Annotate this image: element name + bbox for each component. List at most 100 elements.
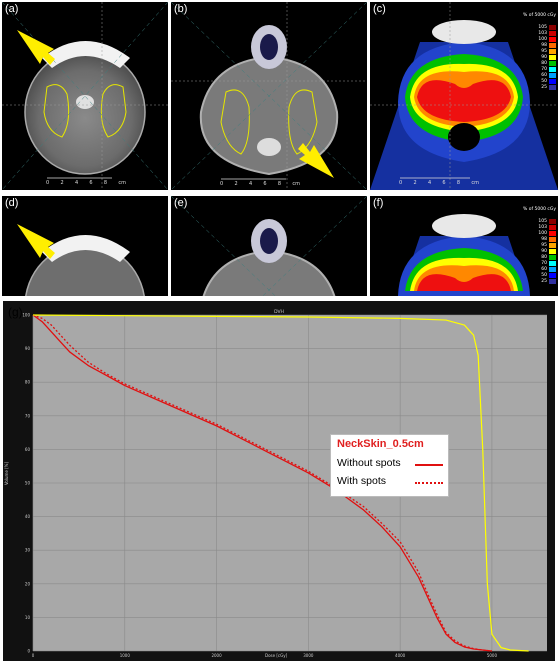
legend-with: With spots	[337, 475, 387, 487]
legend-row: 95	[538, 242, 556, 248]
y-tick-label: 80	[25, 380, 31, 385]
panel-b: (b) 0 2 4 6 8 cm	[171, 2, 367, 190]
legend-level: 100	[538, 230, 547, 236]
legend-row: 80	[538, 254, 556, 260]
legend-level: 105	[538, 218, 547, 224]
legend-row: 70	[538, 260, 556, 266]
x-tick-label: 1000	[120, 653, 131, 658]
legend-swatch	[549, 54, 556, 60]
panel-a: (a) 0 2 4 6 8 cm	[2, 2, 168, 190]
panel-label: (d)	[5, 197, 19, 209]
legend-level: 95	[541, 48, 547, 54]
x-axis-label: Dose [cGy]	[265, 653, 288, 658]
legend-swatch	[549, 30, 556, 36]
dvh-legend: NeckSkin_0.5cm Without spots With spots	[330, 434, 449, 497]
ct-slice-e	[171, 196, 367, 296]
legend-row: 98	[538, 236, 556, 242]
panel-e: (e)	[171, 196, 367, 296]
legend-row: 25	[538, 278, 556, 284]
legend-level: 98	[541, 42, 547, 48]
legend-line-solid	[415, 464, 443, 466]
arrow-icon	[298, 143, 334, 178]
panel-c: (c) % of 5000 cGy 105 103 100 98 95 90 80 70 60 5…	[370, 2, 558, 190]
legend-row: 90	[538, 248, 556, 254]
legend-swatch	[549, 224, 556, 230]
legend-level: 95	[541, 242, 547, 248]
legend-level: 25	[541, 278, 547, 284]
panel-label: (e)	[174, 197, 188, 209]
legend-row: 50	[538, 78, 556, 84]
legend-level: 60	[541, 72, 547, 78]
dvh-title: DVH	[274, 310, 284, 315]
legend-row: 50	[538, 272, 556, 278]
legend-level: 60	[541, 266, 547, 272]
y-tick-label: 70	[25, 413, 31, 418]
legend-level: 70	[541, 66, 547, 72]
dose-legend: % of 5000 cGy 105 103 100 98 95 90 80 70 60 50 25	[523, 207, 556, 284]
legend-row: 98	[538, 42, 556, 48]
y-tick-label: 90	[25, 346, 31, 351]
legend-level: 90	[541, 54, 547, 60]
legend-row: 103	[538, 30, 556, 36]
legend-row: 70	[538, 66, 556, 72]
legend-row: 90	[538, 54, 556, 60]
legend-level: 25	[541, 84, 547, 90]
panel-d: (d)	[2, 196, 168, 296]
legend-level: 98	[541, 236, 547, 242]
panel-label: (c)	[373, 3, 386, 15]
legend-swatch	[549, 36, 556, 42]
ct-slice-a	[2, 2, 168, 190]
legend-row: 100	[538, 36, 556, 42]
x-tick-label: 2000	[211, 653, 222, 658]
legend-row: 100	[538, 230, 556, 236]
y-tick-label: 10	[25, 615, 31, 620]
y-tick-label: 60	[25, 447, 31, 452]
legend-level: 90	[541, 248, 547, 254]
ct-slice-d	[17, 224, 145, 296]
arrow-icon	[17, 224, 55, 259]
legend-swatch	[549, 266, 556, 272]
legend-swatch	[549, 278, 556, 284]
panel-label: (f)	[373, 197, 384, 209]
y-axis-label: Volume [%]	[4, 461, 10, 486]
y-tick-label: 0	[27, 649, 30, 654]
legend-row: 80	[538, 60, 556, 66]
y-tick-label: 50	[25, 481, 31, 486]
legend-swatch	[549, 42, 556, 48]
legend-level: 50	[541, 272, 547, 278]
panel-label: (g)	[8, 305, 23, 319]
scale-bar: 0 2 4 6 8 cm	[399, 180, 479, 186]
legend-level: 103	[538, 224, 547, 230]
legend-level: 80	[541, 254, 547, 260]
legend-swatch	[549, 236, 556, 242]
legend-without: Without spots	[337, 457, 401, 469]
legend-row: 103	[538, 224, 556, 230]
legend-row: 60	[538, 266, 556, 272]
arrow-icon	[17, 30, 55, 65]
legend-level: 70	[541, 260, 547, 266]
dose-map-f	[398, 214, 530, 296]
dvh-panel: DVH 0 1000 2000 3000 4000 5000 0 10 20 30 40 50 60 70…	[3, 301, 555, 661]
legend-line-dotted	[415, 482, 443, 484]
legend-swatch	[549, 84, 556, 90]
series-target	[32, 314, 529, 652]
panel-f: (f) % of 5000 cGy 105 103 100 98 95 90 80 70 60 5…	[370, 196, 558, 296]
legend-row: 105	[538, 218, 556, 224]
legend-swatch	[549, 254, 556, 260]
legend-swatch	[549, 78, 556, 84]
scale-bar: 0 2 4 6 8 cm	[46, 180, 126, 186]
legend-swatch	[549, 230, 556, 236]
legend-level: 103	[538, 30, 547, 36]
legend-level: 100	[538, 36, 547, 42]
legend-row: 60	[538, 72, 556, 78]
legend-row: 25	[538, 84, 556, 90]
ct-slice-b	[171, 2, 367, 190]
legend-swatch	[549, 60, 556, 66]
legend-row: 105	[538, 24, 556, 30]
legend-level: 105	[538, 24, 547, 30]
x-tick-label: 3000	[303, 653, 314, 658]
y-tick-label: 40	[25, 514, 31, 519]
legend-swatch	[549, 72, 556, 78]
legend-level: 80	[541, 60, 547, 66]
legend-swatch	[549, 272, 556, 278]
